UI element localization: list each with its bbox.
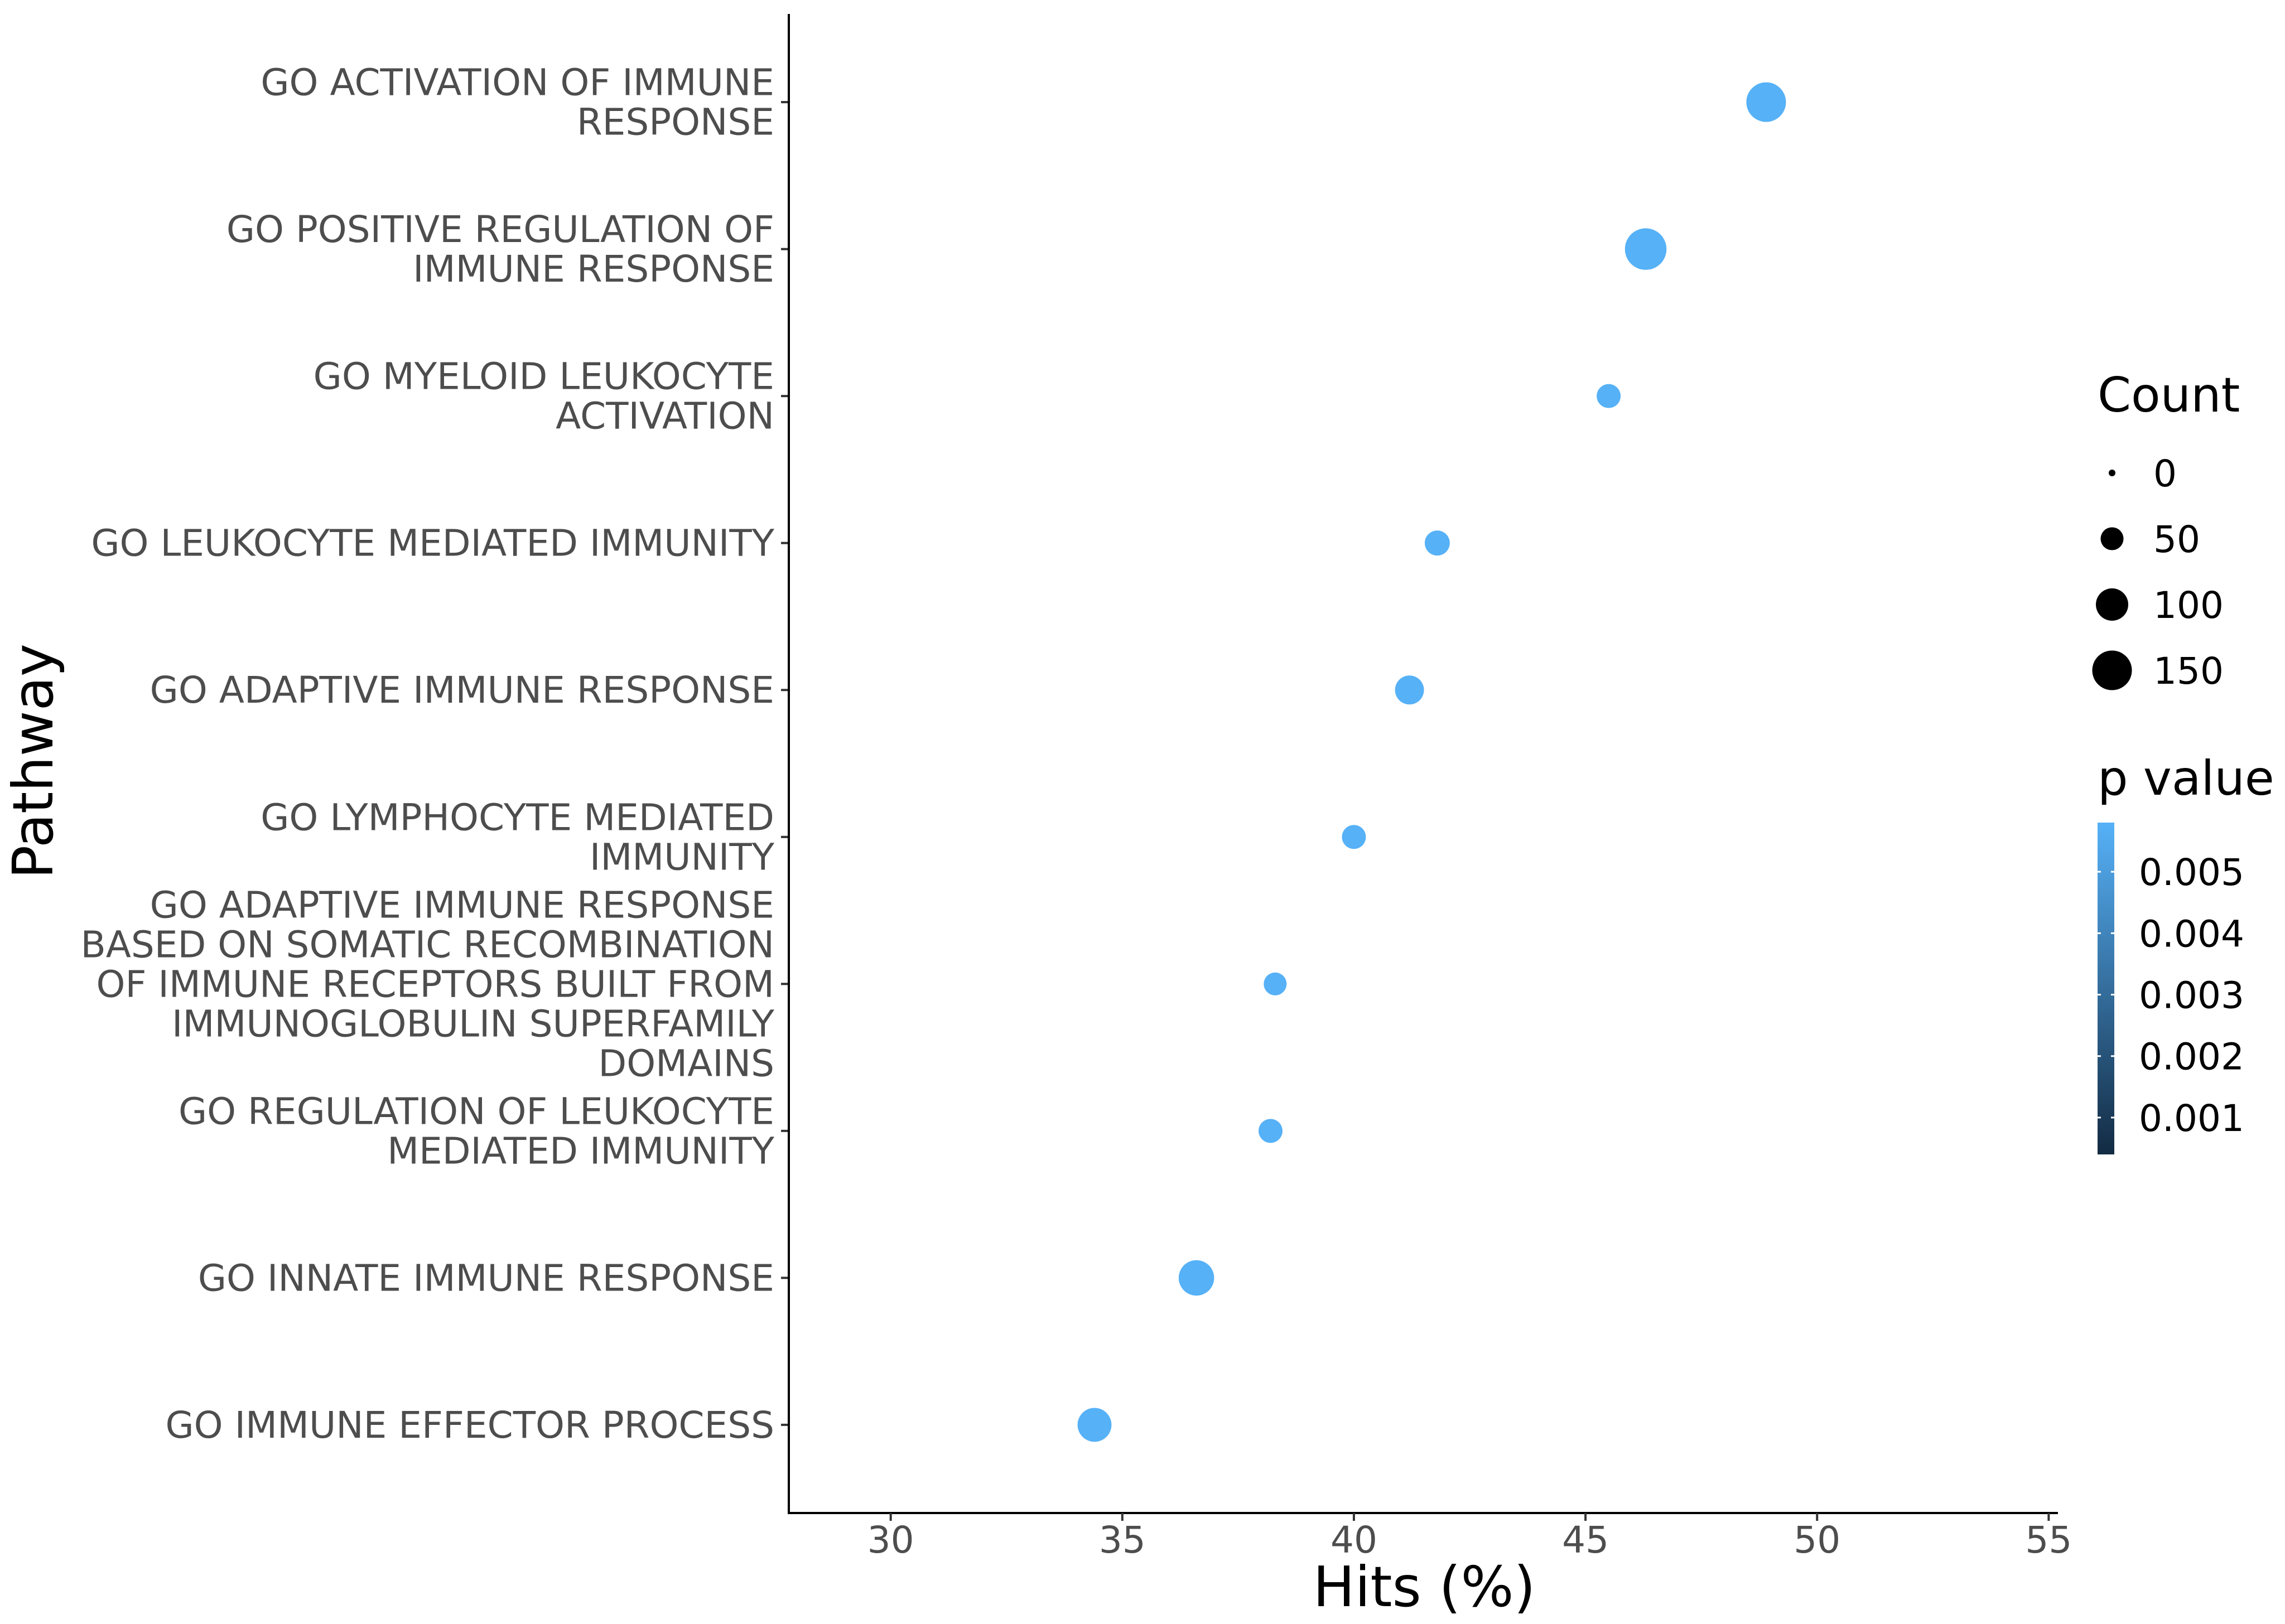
color-legend: p value 0.005 0.004 0.003 0.002 0.001 xyxy=(2098,751,2274,1154)
y-tick-label: GO LYMPHOCYTE MEDIATED IMMUNITY xyxy=(261,796,774,878)
y-tick-label-line: IMMUNOGLOBULIN SUPERFAMILY xyxy=(172,1002,775,1045)
size-legend-title: Count xyxy=(2098,368,2240,423)
y-tick-label: GO LEUKOCYTE MEDIATED IMMUNITY xyxy=(91,522,774,565)
data-point xyxy=(1342,825,1366,849)
size-legend-label: 150 xyxy=(2153,650,2224,693)
y-tick-label-line: RESPONSE xyxy=(577,101,774,144)
size-legend-key xyxy=(2100,527,2124,550)
data-point xyxy=(1395,675,1424,705)
y-tick-label-line: GO LEUKOCYTE MEDIATED IMMUNITY xyxy=(91,522,774,565)
size-legend-key xyxy=(2092,650,2132,690)
x-axis-title: Hits (%) xyxy=(1313,1554,1535,1620)
y-tick-label: GO IMMUNE EFFECTOR PROCESS xyxy=(166,1404,774,1447)
y-tick-label-line: GO REGULATION OF LEUKOCYTE xyxy=(179,1090,774,1133)
x-axis-ticks: 30 35 40 45 50 55 xyxy=(867,1513,2072,1562)
y-tick-label: GO MYELOID LEUKOCYTE ACTIVATION xyxy=(314,355,774,438)
y-tick-label-line: GO ADAPTIVE IMMUNE RESPONSE xyxy=(150,883,774,926)
y-tick-label: GO ADAPTIVE IMMUNE RESPONSE BASED ON SOMA… xyxy=(80,883,774,1085)
x-tick-label: 35 xyxy=(1099,1519,1146,1562)
color-legend-ticks: 0.005 0.004 0.003 0.002 0.001 xyxy=(2098,851,2244,1140)
data-points xyxy=(1077,82,1786,1442)
size-legend-label: 100 xyxy=(2153,584,2224,627)
y-tick-label-line: GO MYELOID LEUKOCYTE xyxy=(314,355,774,398)
size-legend-label: 50 xyxy=(2153,518,2200,561)
x-tick-label: 50 xyxy=(1794,1519,1840,1562)
data-point xyxy=(1597,384,1621,408)
y-tick-label-line: GO INNATE IMMUNE RESPONSE xyxy=(198,1256,774,1299)
y-tick-label-line: GO ADAPTIVE IMMUNE RESPONSE xyxy=(150,669,774,712)
y-tick-label-line: BASED ON SOMATIC RECOMBINATION xyxy=(80,923,774,966)
data-point xyxy=(1258,1119,1283,1143)
y-tick-label: GO INNATE IMMUNE RESPONSE xyxy=(198,1256,774,1299)
y-axis-tick-labels: GO ACTIVATION OF IMMUNE RESPONSE GO POSITI… xyxy=(80,61,774,1447)
size-legend-key xyxy=(2096,588,2128,621)
data-point xyxy=(1264,972,1287,995)
size-legend: Count 0 50 100 150 xyxy=(2092,368,2240,693)
y-tick-label: GO ACTIVATION OF IMMUNE RESPONSE xyxy=(261,61,774,144)
y-tick-label-line: MEDIATED IMMUNITY xyxy=(387,1129,775,1172)
y-tick-label-line: GO IMMUNE EFFECTOR PROCESS xyxy=(166,1404,774,1447)
data-point xyxy=(1178,1260,1214,1296)
y-axis-title: Pathway xyxy=(1,644,66,879)
color-bar xyxy=(2098,823,2114,1154)
data-point xyxy=(1424,530,1450,556)
y-tick-label: GO REGULATION OF LEUKOCYTE MEDIATED IMMUN… xyxy=(179,1090,775,1172)
x-tick-label: 30 xyxy=(867,1519,914,1562)
y-tick-label-line: GO POSITIVE REGULATION OF xyxy=(226,208,774,251)
color-legend-label: 0.001 xyxy=(2139,1097,2244,1140)
size-legend-label: 0 xyxy=(2153,452,2177,495)
y-tick-label-line: IMMUNE RESPONSE xyxy=(413,248,774,291)
y-tick-label-line: GO LYMPHOCYTE MEDIATED xyxy=(261,796,774,839)
color-legend-label: 0.003 xyxy=(2139,974,2244,1017)
data-point xyxy=(1077,1408,1112,1442)
y-tick-label-line: ACTIVATION xyxy=(556,395,774,438)
y-tick-label-line: IMMUNITY xyxy=(590,835,775,878)
data-point xyxy=(1746,82,1786,122)
x-tick-label: 40 xyxy=(1330,1519,1377,1562)
x-tick-label: 45 xyxy=(1562,1519,1609,1562)
y-tick-label: GO POSITIVE REGULATION OF IMMUNE RESPONSE xyxy=(226,208,774,291)
color-legend-title: p value xyxy=(2098,751,2274,806)
y-tick-label: GO ADAPTIVE IMMUNE RESPONSE xyxy=(150,669,774,712)
y-tick-label-line: DOMAINS xyxy=(598,1042,774,1085)
color-legend-label: 0.002 xyxy=(2139,1036,2244,1079)
y-axis-ticks xyxy=(781,101,789,1426)
y-tick-label-line: GO ACTIVATION OF IMMUNE xyxy=(261,61,774,104)
data-point xyxy=(1624,228,1667,270)
size-legend-key xyxy=(2109,470,2115,476)
color-legend-label: 0.005 xyxy=(2139,851,2244,894)
color-legend-label: 0.004 xyxy=(2139,912,2244,955)
y-tick-label-line: OF IMMUNE RECEPTORS BUILT FROM xyxy=(97,963,775,1006)
x-tick-label: 55 xyxy=(2025,1519,2072,1562)
size-legend-items: 0 50 100 150 xyxy=(2092,452,2224,693)
